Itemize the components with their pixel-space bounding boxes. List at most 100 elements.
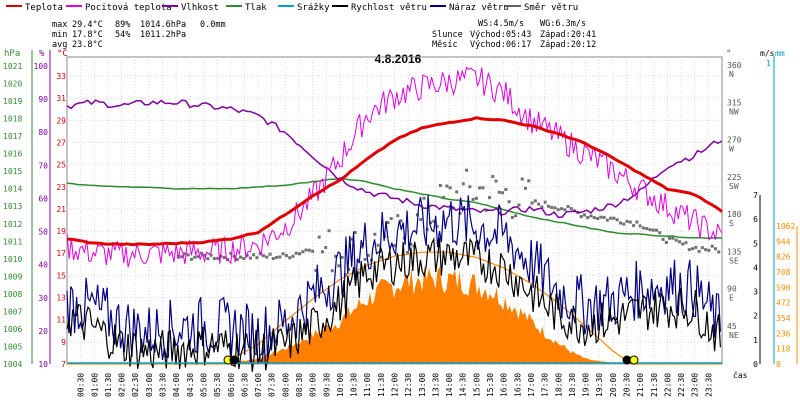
press-tick: 1005 <box>3 342 22 351</box>
series-direction-point <box>268 252 272 256</box>
series-direction-point <box>700 246 704 250</box>
series-wind-line <box>66 236 721 372</box>
series-direction-point <box>429 221 433 225</box>
series-direction-point <box>491 174 495 178</box>
series-direction-point <box>317 235 321 239</box>
x-tick-label: 09:30 <box>322 373 331 397</box>
wind-tick: 4 <box>753 263 758 272</box>
legend-label-rain: Srážky <box>297 3 330 13</box>
dir-name: NW <box>729 107 739 116</box>
x-tick-label: 20:00 <box>609 373 618 397</box>
series-direction-point <box>304 248 308 252</box>
series-direction-point <box>180 255 184 259</box>
sunset-marker <box>629 355 639 365</box>
series-direction-point <box>638 224 642 228</box>
series-solar-area <box>217 264 627 364</box>
moon-label: Měsíc <box>432 40 458 50</box>
temp-tick: 27 <box>56 138 66 147</box>
series-direction-point <box>435 224 439 228</box>
press-tick: 1014 <box>3 185 22 194</box>
stats-block: max 29.4°C 89% 1014.6hPa 0.0mm min 17.8°… <box>52 20 226 50</box>
rain-tick: 1 <box>766 59 771 68</box>
series-gust-line <box>66 195 721 364</box>
temp-tick: 15 <box>56 271 66 280</box>
hum-tick: 10 <box>38 360 48 369</box>
series-direction-point <box>255 256 259 260</box>
series-direction-point <box>510 215 514 219</box>
moon-rise: Východ:06:17 <box>470 40 531 50</box>
dir-tick: 315 <box>727 98 742 107</box>
legend-label-wind: Rychlost větru <box>351 3 427 13</box>
solar-tick: 944 <box>776 237 791 246</box>
x-tick-label: 23:30 <box>704 373 713 397</box>
series-direction-point <box>271 257 275 261</box>
hum-tick: 20 <box>38 327 48 336</box>
series-direction-point <box>474 196 478 200</box>
series-direction-point <box>628 220 632 224</box>
series-direction-point <box>655 228 658 232</box>
dir-tick: 45 <box>727 322 737 331</box>
x-tick-label: 01:00 <box>90 373 99 397</box>
temp-tick: 9 <box>61 338 66 347</box>
series-direction-point <box>379 255 383 259</box>
series-direction-point <box>455 190 459 194</box>
wind-tick: 3 <box>753 288 758 297</box>
series-direction-point <box>546 204 550 208</box>
press-tick: 1008 <box>3 290 22 299</box>
series-direction-point <box>366 253 370 257</box>
press-tick: 1011 <box>3 237 22 246</box>
hum-tick: 100 <box>34 62 49 71</box>
series-direction-point <box>537 202 541 206</box>
x-tick-label: 04:30 <box>186 373 195 397</box>
hum-tick: 30 <box>38 294 48 303</box>
x-tick-label: 15:00 <box>472 373 481 397</box>
x-tick-label: 00:30 <box>77 373 86 397</box>
press-tick: 1017 <box>3 132 22 141</box>
wind-tick: 7 <box>753 191 758 200</box>
series-direction-point <box>694 245 698 249</box>
series-direction-point <box>281 252 285 256</box>
axis-unit-hum: % <box>39 49 45 59</box>
dir-name: N <box>729 70 734 79</box>
series-direction-point <box>278 255 282 259</box>
axis-unit-temp: °C <box>57 49 68 59</box>
hum-tick: 70 <box>38 161 48 170</box>
x-tick-label: 22:00 <box>663 373 672 397</box>
series-direction-point <box>206 257 210 261</box>
series-direction-point <box>543 200 547 204</box>
series-direction-point <box>668 236 672 240</box>
series-direction-point <box>504 187 508 191</box>
series-direction-point <box>189 257 193 261</box>
series-direction-point <box>560 207 564 211</box>
x-tick-label: 18:30 <box>568 373 577 397</box>
press-tick: 1013 <box>3 202 22 211</box>
press-tick: 1015 <box>3 167 22 176</box>
x-tick-label: 06:30 <box>240 373 249 397</box>
x-tick-label: 13:00 <box>418 373 427 397</box>
series-direction-point <box>707 248 711 252</box>
sun-moon-block: WS:4.5m/s WG:6.3m/s Slunce Východ:05:43 … <box>432 19 596 50</box>
axis-unit-press: hPa <box>4 49 20 59</box>
series-direction-point <box>448 186 452 190</box>
x-tick-label: 08:30 <box>295 373 304 397</box>
x-tick-label: 21:30 <box>650 373 659 397</box>
series-direction-point <box>294 251 298 255</box>
x-tick-label: 15:30 <box>486 373 495 397</box>
series-direction-point <box>691 247 695 251</box>
x-tick-label: 02:00 <box>118 373 127 397</box>
x-tick-label: 04:00 <box>172 373 181 397</box>
press-tick: 1020 <box>3 80 22 89</box>
series-direction-point <box>284 254 288 258</box>
series-direction-point <box>186 253 190 257</box>
x-tick-label: 16:30 <box>513 373 522 397</box>
wind-tick: 1 <box>753 336 758 345</box>
stat-avg-label: avg <box>52 40 67 50</box>
x-tick-label: 14:00 <box>445 373 454 397</box>
series-direction-point <box>409 242 413 246</box>
series-direction-point <box>262 254 265 258</box>
solar-tick: 826 <box>776 253 791 262</box>
series-direction-point <box>704 248 708 252</box>
series-direction-point <box>651 228 655 232</box>
series-direction-point <box>465 168 469 172</box>
x-tick-label: 07:00 <box>254 373 263 397</box>
